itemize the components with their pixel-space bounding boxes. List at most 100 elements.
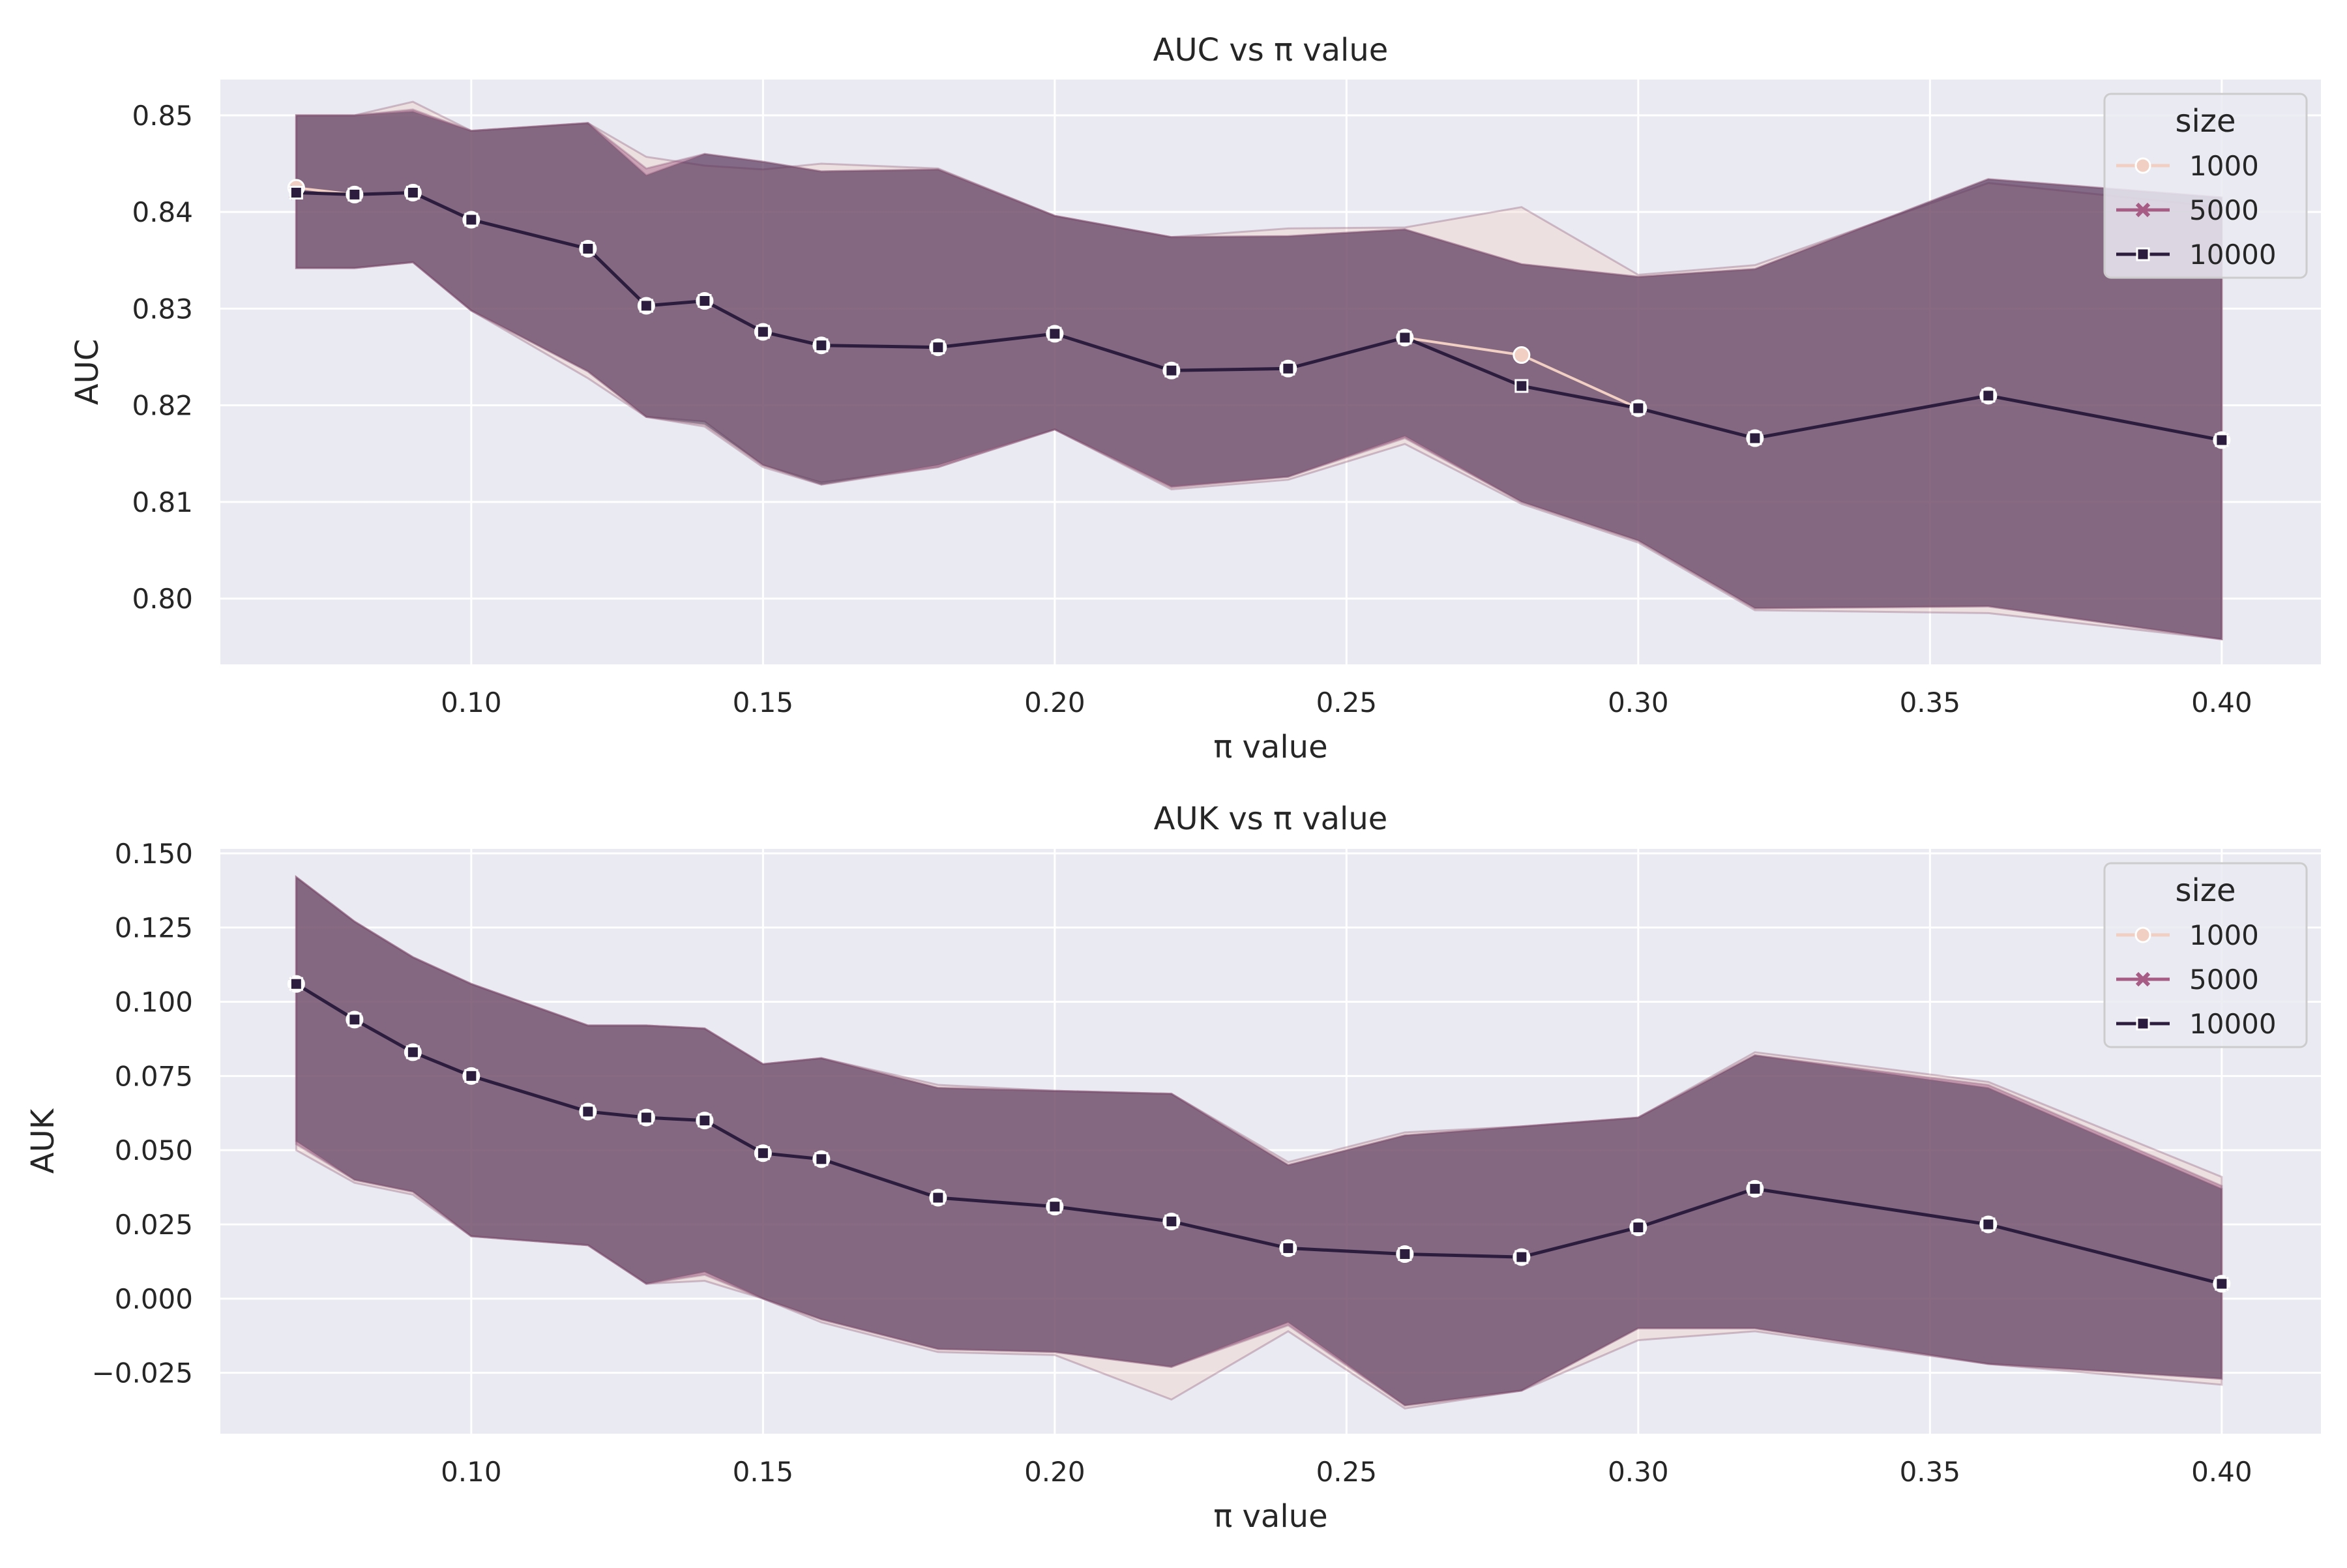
auk-y-tick-label: 0.150 — [115, 838, 193, 870]
auk-legend-label-10000: 10000 — [2189, 1008, 2277, 1040]
auk-legend-entry-5000: 5000 — [2116, 964, 2259, 996]
auc-x-tick-label: 0.40 — [2191, 687, 2252, 718]
auc-markers — [287, 179, 2231, 449]
auc-y-tick-label: 0.85 — [132, 100, 193, 132]
auc-panel: 0.10 0.15 0.20 0.25 0.30 0.35 0.40 0.800.810.8… — [69, 32, 2321, 765]
auc-x-tick-label: 0.35 — [1900, 687, 1961, 718]
auk-point-10000 — [464, 1069, 479, 1083]
auc-y-tick-label: 0.82 — [132, 390, 193, 422]
auc-point-10000 — [464, 213, 479, 227]
auc-point-10000 — [814, 338, 829, 353]
auk-x-tick-label: 0.20 — [1024, 1456, 1085, 1488]
auc-band-5000 — [295, 108, 2223, 641]
auc-x-tick-label: 0.30 — [1608, 687, 1669, 718]
auc-legend-entry-10000: 10000 — [2116, 239, 2277, 271]
auc-point-10000 — [1748, 431, 1762, 445]
auk-point-10000 — [698, 1114, 712, 1128]
auc-x-tick-label: 0.15 — [733, 687, 794, 718]
auc-legend: size 1000 5000 10000 — [2103, 93, 2308, 279]
auk-y-tick-label: 0.100 — [115, 986, 193, 1018]
auk-y-tick-label: 0.000 — [115, 1283, 193, 1315]
auk-point-10000 — [1398, 1247, 1412, 1262]
auc-point-10000 — [581, 241, 595, 256]
auk-legend-box — [2103, 862, 2308, 1048]
auc-point-10000 — [931, 340, 945, 355]
auk-x-tick-label: 0.15 — [733, 1456, 794, 1488]
auk-markers — [287, 975, 2231, 1293]
auk-y-tick-label: −0.025 — [92, 1357, 193, 1389]
auc-point-10000 — [1164, 363, 1179, 377]
auk-y-tick-label: 0.125 — [115, 912, 193, 944]
auk-point-10000 — [289, 977, 303, 991]
auk-legend-marker-1000 — [2134, 926, 2151, 943]
auk-y-tick-label: 0.025 — [115, 1209, 193, 1241]
auk-point-10000 — [756, 1146, 770, 1161]
auk-x-tick-label: 0.25 — [1316, 1456, 1378, 1488]
auk-legend-entry-10000: 10000 — [2116, 1008, 2277, 1040]
auc-legend-marker-1000 — [2134, 157, 2151, 174]
auk-band-5000 — [295, 875, 2223, 1407]
auk-x-ticks: 0.10 0.15 0.20 0.25 0.30 0.35 0.40 — [441, 1456, 2252, 1488]
auk-grid — [220, 849, 2321, 1434]
auk-legend-marker-5000 — [2135, 971, 2151, 987]
auc-legend-marker-10000 — [2136, 247, 2150, 261]
auk-legend-marker-10000 — [2136, 1016, 2150, 1031]
auc-point-10000 — [698, 294, 712, 308]
auk-point-10000 — [1048, 1200, 1062, 1214]
auc-grid — [220, 80, 2321, 664]
auc-legend-label-1000: 1000 — [2189, 150, 2259, 182]
auk-x-tick-label: 0.10 — [441, 1456, 502, 1488]
auc-legend-entry-5000: 5000 — [2116, 194, 2259, 226]
auk-x-tick-label: 0.30 — [1608, 1456, 1669, 1488]
auk-point-10000 — [1748, 1181, 1762, 1196]
auc-legend-title: size — [2175, 103, 2236, 140]
auk-point-10000 — [2215, 1277, 2229, 1291]
auc-chart-title: AUC vs π value — [1153, 32, 1389, 68]
auc-plot-area — [220, 80, 2321, 664]
auc-point-10000 — [1398, 331, 1412, 345]
auk-chart-title: AUK vs π value — [1154, 801, 1388, 837]
auk-point-10000 — [1281, 1241, 1295, 1255]
auc-legend-entry-1000: 1000 — [2116, 150, 2259, 182]
auc-point-10000 — [639, 299, 653, 313]
auc-point-10000 — [1514, 379, 1529, 393]
auk-point-10000 — [814, 1152, 829, 1166]
auc-point-10000 — [1281, 361, 1295, 376]
auc-y-tick-label: 0.80 — [132, 583, 193, 615]
auc-legend-box — [2103, 93, 2308, 279]
auk-x-tick-label: 0.35 — [1900, 1456, 1961, 1488]
auk-point-10000 — [639, 1110, 653, 1125]
auk-point-10000 — [1164, 1214, 1179, 1228]
auk-y-axis-label: AUK — [25, 1108, 61, 1174]
auk-point-10000 — [1631, 1220, 1646, 1235]
auc-band-10000 — [295, 110, 2223, 641]
auc-point-10000 — [1981, 389, 1996, 403]
auk-band-10000 — [295, 875, 2223, 1407]
auc-y-tick-label: 0.81 — [132, 486, 193, 518]
auc-y-ticks: 0.80 0.81 0.82 0.83 0.84 0.85 — [132, 100, 193, 615]
auk-point-10000 — [406, 1045, 420, 1059]
auc-legend-marker-5000 — [2135, 202, 2151, 218]
auk-legend-entry-1000: 1000 — [2116, 919, 2259, 951]
auc-x-ticks: 0.10 0.15 0.20 0.25 0.30 0.35 0.40 — [441, 687, 2252, 718]
auc-point-10000 — [756, 325, 770, 339]
auc-x-tick-label: 0.25 — [1316, 687, 1378, 718]
auk-legend-label-1000: 1000 — [2189, 919, 2259, 951]
auk-legend-title: size — [2175, 872, 2236, 909]
auc-legend-label-10000: 10000 — [2189, 239, 2277, 271]
auc-y-tick-label: 0.83 — [132, 293, 193, 325]
auk-x-tick-label: 0.40 — [2191, 1456, 2252, 1488]
auc-point-10000 — [1048, 327, 1062, 341]
auc-point-10000 — [347, 187, 362, 201]
auk-point-10000 — [581, 1104, 595, 1119]
auc-legend-label-5000: 5000 — [2189, 194, 2259, 226]
auc-y-tick-label: 0.84 — [132, 196, 193, 228]
auc-y-axis-label: AUC — [69, 339, 106, 405]
auc-x-tick-label: 0.10 — [441, 687, 502, 718]
auk-plot-area — [220, 849, 2321, 1434]
auc-point-10000 — [1631, 401, 1646, 415]
auk-y-tick-label: 0.075 — [115, 1060, 193, 1092]
auk-band-1000 — [295, 875, 2223, 1410]
